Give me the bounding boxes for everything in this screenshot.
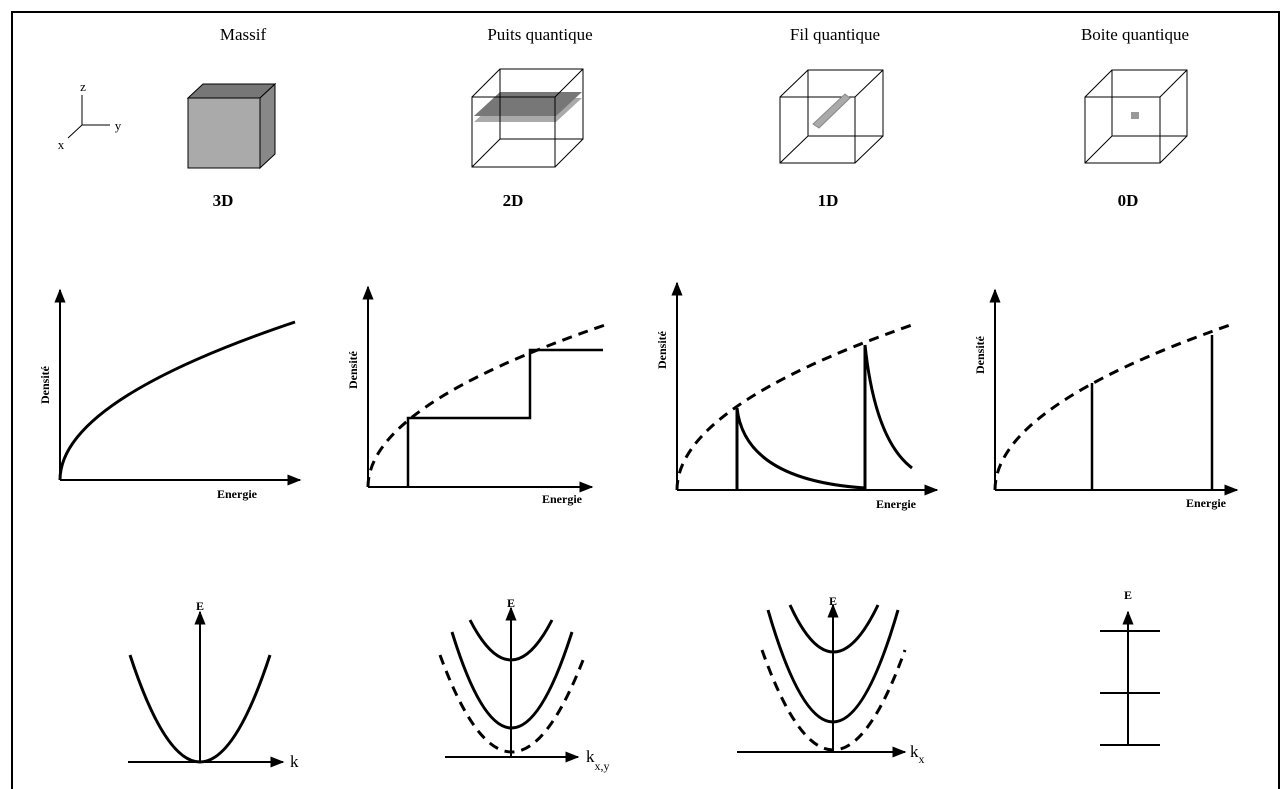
dimension: 1D [818,191,839,210]
bulk-cube [186,82,277,170]
disp-xlabel: kx,y [586,747,610,773]
dos-xlabel: Energie [542,492,583,506]
dos-xlabel: Energie [1186,496,1227,510]
dimension: 3D [213,191,234,210]
frame [11,11,1280,789]
well-cube [471,68,584,168]
disp-ylabel: E [507,596,515,610]
disp-ylabel: E [1124,588,1132,602]
dot-cube [1084,69,1188,164]
disp-xlabel-main: k [910,742,919,761]
axes-icon: z y x [58,79,122,152]
dos-ylabel: Densité [655,330,669,369]
axis-x: x [58,137,65,152]
dos-ylabel: Densité [38,365,52,404]
column-title: Fil quantique [790,25,880,44]
disp-xlabel-sub: x,y [595,759,610,773]
dos-ylabel: Densité [346,350,360,389]
axis-z: z [80,79,86,94]
disp-xlabel-sub: x [919,752,925,766]
column-title: Boite quantique [1081,25,1189,44]
disp-ylabel: E [829,594,837,608]
column-title: Puits quantique [487,25,592,44]
dimension: 2D [503,191,524,210]
disp-0d [1100,610,1160,746]
dos-ylabel: Densité [973,335,987,374]
dos-3d [54,288,302,486]
axis-y: y [115,118,122,133]
disp-xlabel-main: k [586,747,595,766]
wire-cube [779,69,884,164]
dos-2d [362,285,606,493]
disp-ylabel: E [196,599,204,613]
disp-xlabel: k [290,752,299,771]
disp-1d [737,603,907,758]
dos-0d [989,288,1239,496]
dos-xlabel: Energie [876,497,917,511]
disp-3d [128,610,285,768]
dimension: 0D [1118,191,1139,210]
dos-1d [671,281,939,496]
column-title: Massif [220,25,267,44]
disp-2d [438,606,587,763]
disp-xlabel: kx [910,742,925,766]
dos-xlabel: Energie [217,487,258,501]
